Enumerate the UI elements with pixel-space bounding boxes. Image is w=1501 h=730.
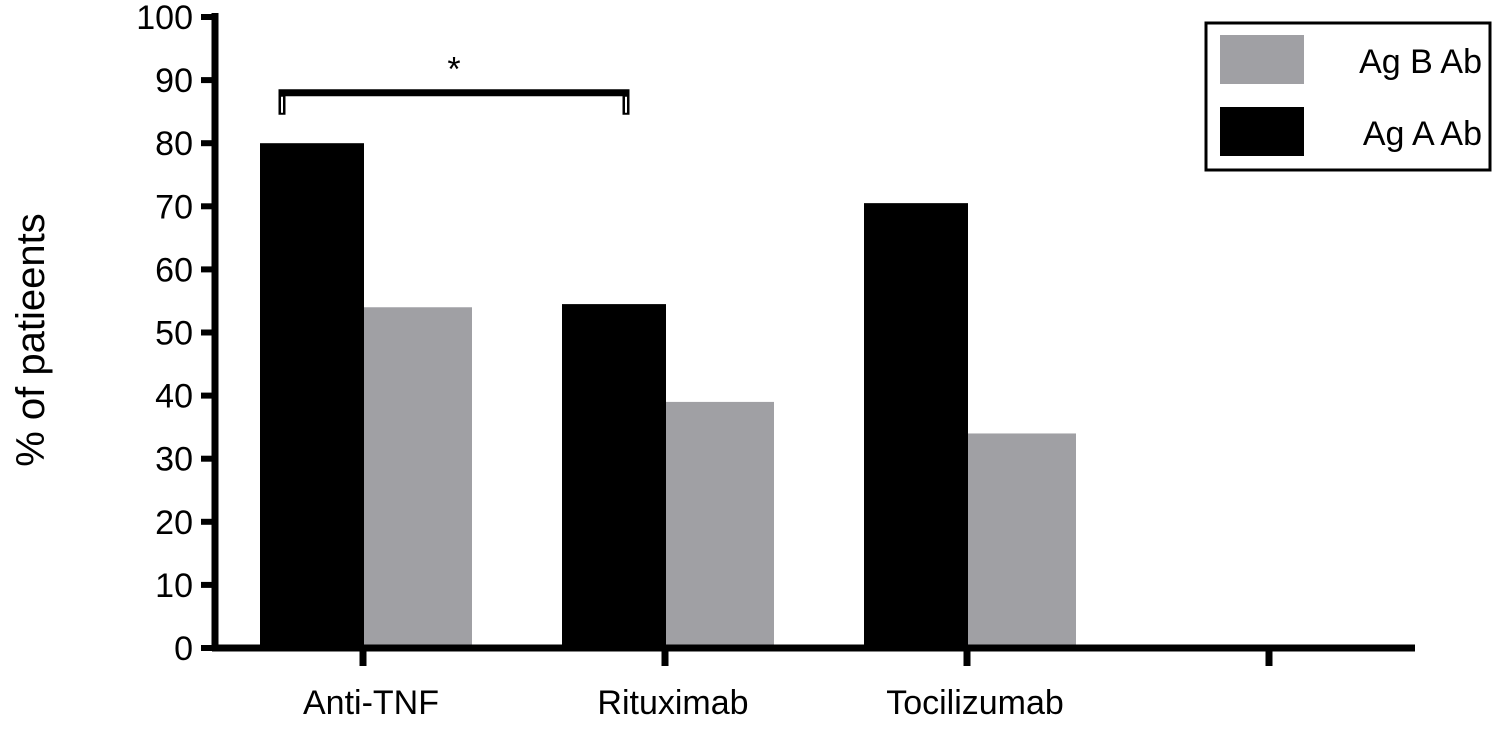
y-axis-label: % of patieents [9, 213, 53, 467]
y-tick-label: 100 [136, 0, 193, 37]
x-tick-label: Anti-TNF [303, 684, 439, 722]
legend-label: Ag B Ab [1359, 43, 1482, 81]
significance-bracket-inner [281, 96, 627, 113]
legend-swatch [1220, 35, 1304, 84]
y-tick-label: 20 [155, 504, 193, 542]
y-tick-label: 80 [155, 125, 193, 163]
significance-bracket [278, 89, 630, 115]
y-tick-label: 90 [155, 62, 193, 100]
y-tick-label: 30 [155, 441, 193, 479]
legend-swatch [1220, 107, 1304, 156]
x-tick-label: Tocilizumab [886, 684, 1064, 722]
x-tick-label: Rituximab [597, 684, 748, 722]
significance-label: * [447, 51, 460, 89]
bar-ag-b [968, 433, 1076, 648]
bar-ag-a [864, 203, 968, 648]
y-tick-label: 50 [155, 315, 193, 353]
annotations-group: * [278, 51, 630, 115]
bar-ag-a [260, 143, 364, 648]
y-tick-label: 60 [155, 251, 193, 289]
y-tick-label: 0 [174, 630, 193, 668]
legend: Ag B Ab Ag A Ab [1204, 21, 1492, 172]
bar-ag-b [666, 401, 774, 648]
bars-group [260, 143, 1076, 648]
bar-ag-a [562, 304, 666, 648]
bar-ag-b [364, 307, 472, 648]
legend-label: Ag A Ab [1363, 115, 1482, 153]
y-tick-label: 70 [155, 188, 193, 226]
y-tick-label: 10 [155, 567, 193, 605]
axes-group: 0 10 20 30 40 50 60 70 80 90 100 Anti-TNF Rituximab T… [136, 0, 1415, 722]
y-tick-label: 40 [155, 378, 193, 416]
